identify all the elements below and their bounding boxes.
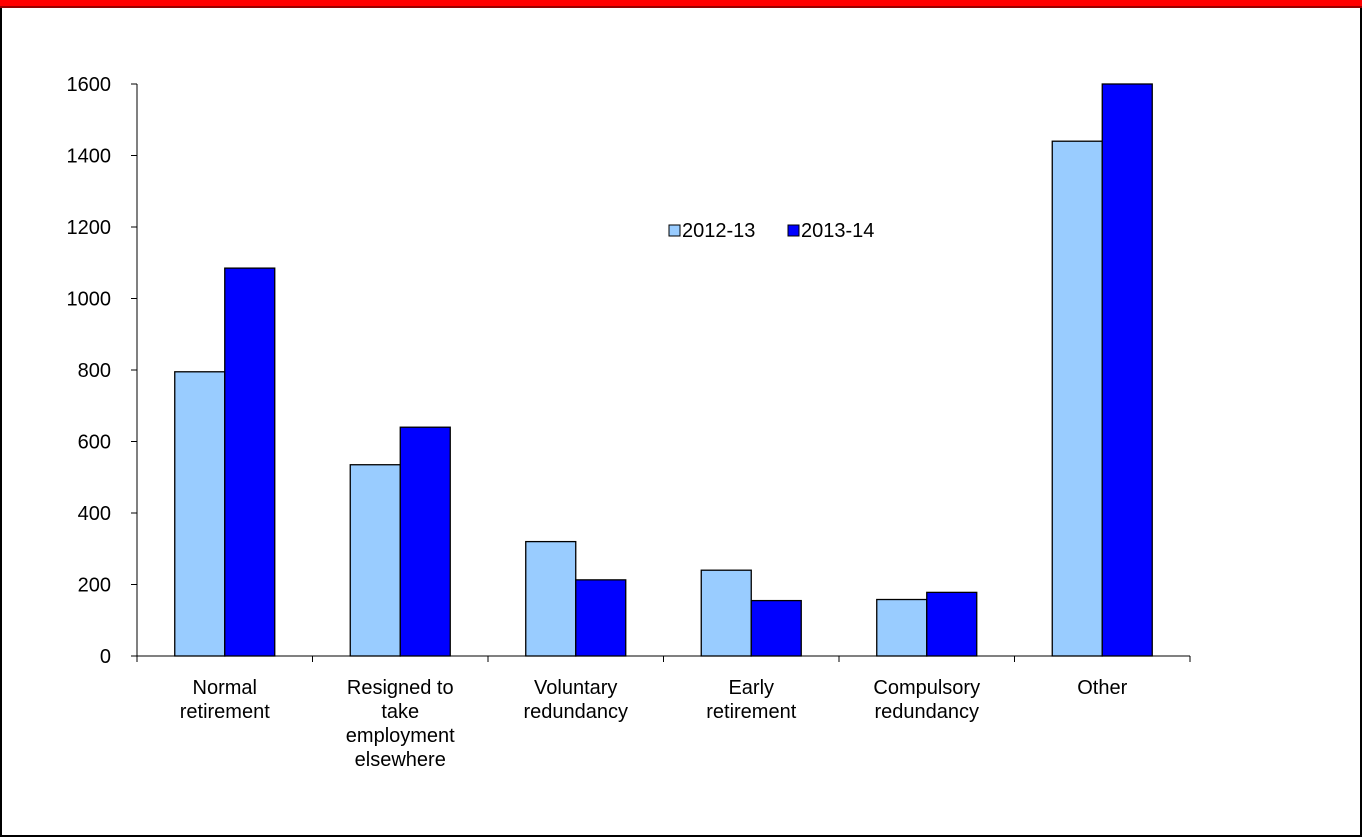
bar-2012-13-6 <box>1051 140 1103 657</box>
bar-2013-14-5 <box>926 591 978 657</box>
bars <box>174 83 1153 657</box>
x-category-label: Other <box>1077 677 1127 699</box>
y-tick-label: 1200 <box>67 217 112 239</box>
bar-2013-14-6 <box>1101 83 1153 657</box>
y-tick-label: 1600 <box>67 74 112 96</box>
bar-2013-14-4 <box>750 599 802 657</box>
x-category-label: Early retirement <box>706 677 796 723</box>
bar-2012-13-3 <box>525 540 577 657</box>
y-tick-label: 1400 <box>67 146 112 168</box>
bar-2012-13-4 <box>700 569 752 657</box>
legend: 2012-13 2013-14 <box>668 220 874 242</box>
x-category-label: Resigned to take employment elsewhere <box>346 677 455 771</box>
y-tick-label: 200 <box>78 575 111 597</box>
x-category-label: Voluntary redundancy <box>523 677 628 723</box>
header-bar <box>0 0 1362 8</box>
y-axis: 0 200 400 600 800 1000 1200 1400 1600 <box>67 74 138 668</box>
bar-2012-13-5 <box>876 598 928 657</box>
bar-2012-13-2 <box>349 464 401 657</box>
legend-swatch-2012-13 <box>668 224 681 237</box>
y-tick-label: 800 <box>78 360 111 382</box>
x-axis: Normal retirement Resigned to take employmen… <box>136 655 1191 771</box>
bar-2013-14-3 <box>575 579 627 657</box>
legend-label-2013-14: 2013-14 <box>801 220 874 242</box>
y-tick-label: 0 <box>100 646 111 668</box>
x-category-label: Compulsory redundancy <box>873 677 980 723</box>
x-category-label: Normal retirement <box>180 677 270 723</box>
legend-swatch-2013-14 <box>787 224 800 237</box>
bar-2012-13-1 <box>174 371 226 657</box>
y-tick-label: 600 <box>78 432 111 454</box>
y-tick-label: 400 <box>78 503 111 525</box>
bar-2013-14-2 <box>399 426 451 657</box>
bar-2013-14-1 <box>224 267 276 657</box>
legend-label-2012-13: 2012-13 <box>682 220 755 242</box>
y-tick-label: 1000 <box>67 289 112 311</box>
